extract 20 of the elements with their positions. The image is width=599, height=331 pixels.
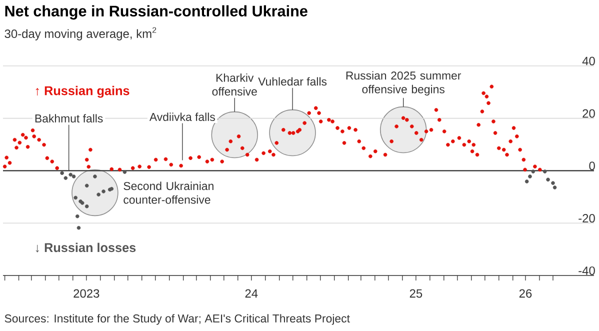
x-tick-label: 25: [410, 288, 422, 298]
series-label: ↓ Russian losses: [36, 242, 136, 252]
chart-title: Net change in Russian-controlled Ukraine: [5, 5, 308, 20]
annotation: Russian 2025 summer offensive begins: [346, 70, 462, 96]
y-tick-label: -20: [578, 214, 595, 222]
annotation: Avdiivka falls: [149, 112, 215, 121]
x-tick-label: 24: [245, 288, 258, 298]
text: ↑ Russian gains: [36, 86, 130, 98]
y-tick-label: 20: [582, 108, 595, 118]
annotation: Vuhledar falls: [258, 76, 327, 86]
annotation: Bakhmut falls: [35, 114, 103, 122]
source-note: Sources: Institute for the Study of War; AEI's Critical Threats Project: [4, 314, 350, 325]
y-tick-label: 40: [582, 56, 595, 66]
y-tick-label: -40: [578, 266, 595, 275]
annotation: Second Ukrainian counter-offensive: [124, 181, 214, 204]
x-tick-label: 2023: [74, 288, 100, 298]
chart-subtitle: 30-day moving average, km$^{2}$: [4, 27, 156, 40]
annotation: Kharkiv offensive: [212, 73, 257, 96]
y-tick-label: 0: [589, 161, 595, 170]
x-tick-label: 26: [519, 288, 532, 298]
